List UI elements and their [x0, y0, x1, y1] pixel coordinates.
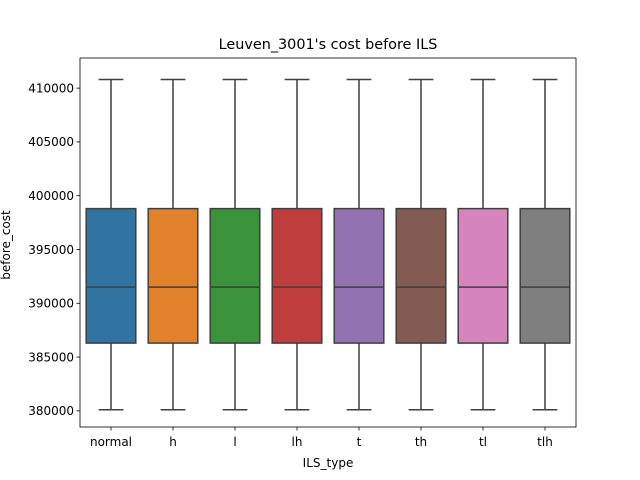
y-tick-label: 395000	[28, 243, 74, 257]
x-tick-label: l	[233, 435, 236, 449]
y-tick-label: 400000	[28, 189, 74, 203]
x-tick-label: t	[357, 435, 362, 449]
x-tick-label: tl	[479, 435, 487, 449]
x-tick-label: h	[169, 435, 177, 449]
box-t	[333, 78, 385, 411]
x-tick-label: lh	[292, 435, 303, 449]
box-tlh	[519, 78, 571, 411]
iqr-box-t	[333, 207, 385, 344]
x-axis-label: ILS_type	[303, 456, 354, 470]
y-tick-label: 380000	[28, 404, 74, 418]
box-tl	[457, 78, 509, 411]
y-tick-label: 410000	[28, 81, 74, 95]
x-tick-label: normal	[90, 435, 132, 449]
box-normal	[85, 78, 137, 411]
iqr-box-normal	[85, 207, 137, 344]
box-lh	[271, 78, 323, 411]
box-l	[209, 78, 261, 411]
iqr-box-tlh	[519, 207, 571, 344]
chart-title: Leuven_3001's cost before ILS	[219, 37, 438, 53]
y-axis: 380000 385000 390000 395000 400000 405000 4100…	[28, 81, 80, 418]
iqr-box-l	[209, 207, 261, 344]
x-axis: normal h l lh t th tl tlh	[90, 427, 553, 449]
x-tick-label: th	[415, 435, 427, 449]
plot-area	[79, 57, 577, 428]
box-th	[395, 78, 447, 411]
iqr-box-h	[147, 207, 199, 344]
iqr-box-th	[395, 207, 447, 344]
y-tick-label: 390000	[28, 297, 74, 311]
y-tick-label: 405000	[28, 135, 74, 149]
y-tick-label: 385000	[28, 350, 74, 364]
box-h	[147, 78, 199, 411]
iqr-box-tl	[457, 207, 509, 344]
axes-frame	[79, 57, 577, 428]
y-axis-label: before_cost	[0, 210, 13, 280]
iqr-box-lh	[271, 207, 323, 344]
x-tick-label: tlh	[537, 435, 553, 449]
